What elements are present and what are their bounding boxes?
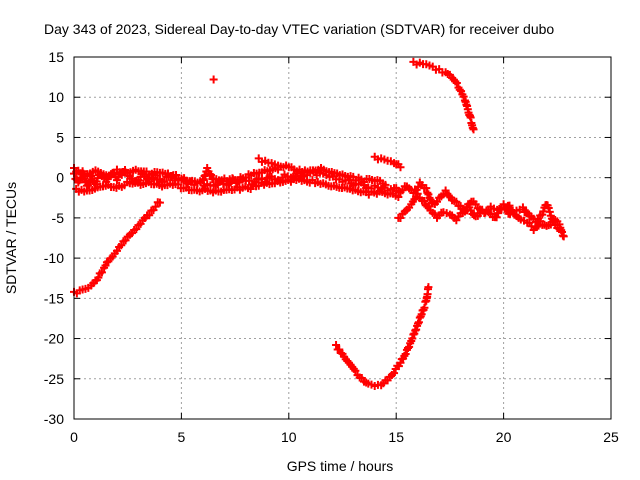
y-tick-label: 5 [56,129,64,145]
data-point [471,200,480,209]
data-point [452,197,461,206]
y-tick-label: 0 [56,170,64,186]
data-point [404,344,413,353]
y-tick-label: 15 [48,49,64,65]
data-point [274,161,283,170]
series-post-15h-branch [394,189,564,234]
data-point [396,214,405,223]
data-point [408,334,417,343]
data-point [459,92,468,101]
grid [74,57,611,419]
data-point [396,163,405,172]
data-point [492,213,501,222]
x-tick-label: 0 [70,429,78,445]
data-point [151,202,160,211]
data-point [455,85,464,94]
series-short-segment [254,152,405,172]
series-single-point [209,75,218,84]
y-tick-label: -15 [44,290,64,306]
data-point [390,369,399,378]
data-point [505,201,514,210]
data-point [394,192,403,201]
x-tick-label: 20 [496,429,512,445]
y-tick-label: -20 [44,331,64,347]
y-tick-label: -5 [52,210,65,226]
y-tick-label: -30 [44,411,64,427]
data-point [545,207,554,216]
data-point [433,197,442,206]
y-axis-label: SDTVAR / TECUs [3,182,19,294]
data-point [452,78,461,87]
axes: 0 5 10 15 20 25 15 10 5 0 -5 -10 -15 -20 -25 -30 [44,49,619,445]
x-tick-label: 10 [281,429,297,445]
data-point [401,349,410,358]
chart-title: Day 343 of 2023, Sidereal Day-to-day VTE… [44,21,554,37]
plot-area [70,57,568,391]
data-point [451,77,460,86]
data-point [422,184,431,193]
x-tick-label: 15 [388,429,404,445]
x-tick-label: 25 [603,429,619,445]
data-point [469,125,478,134]
data-point [555,225,564,234]
series-dip [332,283,433,391]
x-tick-label: 5 [178,429,186,445]
data-point [424,283,433,292]
data-point [423,188,432,197]
y-tick-label: -25 [44,371,64,387]
data-point [97,268,106,277]
series-lower-band [72,174,403,201]
data-point [209,75,218,84]
data-point [94,273,103,282]
data-point [420,196,429,205]
y-tick-label: 10 [48,89,64,105]
data-point [155,198,164,207]
data-point [413,189,422,198]
data-point [145,211,154,220]
data-point [381,180,390,189]
data-point [332,340,341,349]
series-main-band [70,167,568,241]
data-point [351,366,360,375]
data-point [424,202,433,211]
series-morning-rise [70,198,164,298]
data-point [518,203,527,212]
data-point [544,204,553,213]
plot-frame [73,56,612,420]
data-point [499,200,508,209]
data-point [559,232,568,241]
y-tick-label: -10 [44,250,64,266]
data-point [207,170,216,179]
series-high-arc [409,57,478,134]
x-axis-label: GPS time / hours [287,458,394,474]
data-point [508,206,517,215]
